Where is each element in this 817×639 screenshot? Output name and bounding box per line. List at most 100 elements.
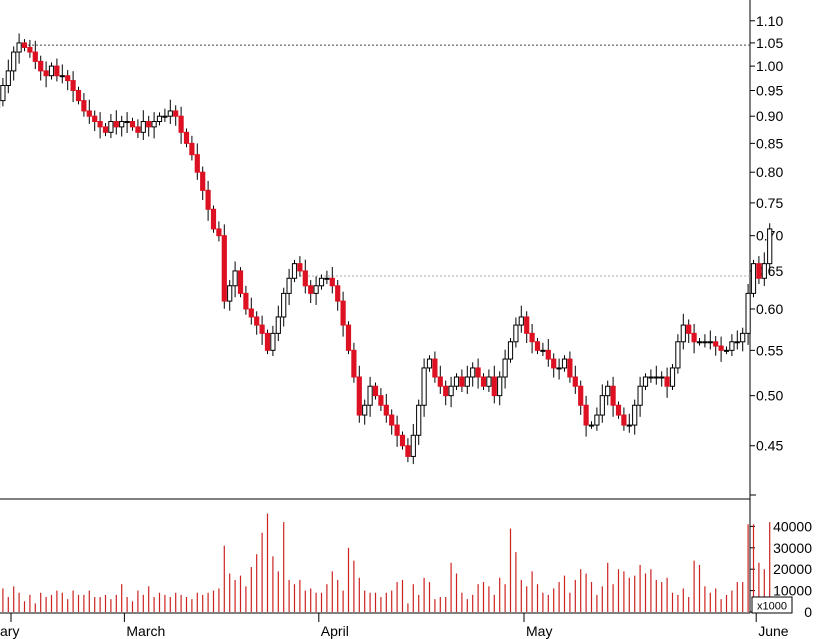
candle: [421, 358, 427, 417]
candle-body-down: [38, 60, 44, 72]
candle: [605, 380, 611, 406]
candle-body-up: [675, 341, 681, 369]
candle: [324, 270, 330, 285]
candle-body-up: [410, 434, 416, 457]
candle: [92, 110, 98, 132]
candle: [394, 415, 400, 447]
candle-body-down: [297, 263, 303, 272]
volume-tick-label: 40000: [773, 518, 812, 534]
candle-body-up: [750, 263, 757, 294]
candle-body-down: [243, 292, 249, 310]
candle: [335, 280, 341, 311]
candle-body-up: [632, 404, 638, 426]
candle: [713, 336, 719, 356]
candle-body-down: [210, 208, 217, 230]
candle-body-up: [605, 385, 611, 397]
candle-body-down: [610, 385, 616, 406]
candle-body-down: [308, 285, 314, 294]
volume-tick-label: 10000: [773, 583, 812, 599]
candle-body-down: [97, 121, 103, 128]
candle: [551, 353, 557, 378]
candle-body-down: [475, 367, 481, 378]
candle: [578, 380, 584, 415]
candle-body-up: [518, 316, 524, 326]
candle-body-up: [556, 367, 562, 370]
candle: [405, 438, 411, 463]
month-label: April: [321, 623, 349, 639]
candle: [707, 330, 713, 350]
candle-body-down: [43, 70, 49, 77]
candle: [734, 330, 740, 350]
candle: [545, 339, 551, 367]
candle: [632, 399, 638, 435]
price-tick-label: 0.55: [756, 342, 783, 358]
candle: [0, 77, 6, 107]
price-tick-label: 0.60: [756, 301, 783, 317]
candle-body-down: [389, 414, 395, 426]
candle: [372, 382, 379, 400]
candle-body-down: [135, 126, 141, 133]
month-label: May: [526, 623, 552, 639]
candle: [173, 105, 179, 126]
candle: [691, 323, 697, 354]
candle-body-up: [119, 121, 125, 128]
candle-body-up: [275, 316, 281, 334]
candle: [43, 61, 49, 88]
candle: [561, 355, 568, 372]
candle: [750, 259, 757, 298]
candle: [167, 99, 173, 124]
candle-body-down: [356, 376, 362, 416]
candle-body-down: [216, 228, 222, 237]
candle: [313, 276, 319, 305]
month-label: ary: [0, 623, 19, 639]
candle: [518, 305, 524, 333]
candle: [432, 351, 438, 383]
candle: [745, 283, 751, 345]
candle-body-up: [497, 376, 503, 397]
candle: [318, 274, 325, 290]
candle: [740, 327, 746, 352]
candle-body-up: [642, 376, 649, 387]
candle-body-down: [615, 404, 622, 416]
candle-body-down: [718, 345, 724, 351]
candle-body-down: [54, 65, 60, 77]
candle: [686, 319, 692, 343]
candle-body-up: [281, 292, 287, 318]
candle: [281, 287, 287, 327]
candle-body-down: [686, 324, 692, 334]
candle-body-up: [362, 404, 368, 416]
candle: [291, 259, 298, 283]
candle: [448, 376, 454, 408]
candle-body-up: [227, 285, 233, 302]
candle: [65, 70, 71, 91]
candle: [189, 135, 195, 161]
candle-body-up: [626, 424, 632, 427]
candle: [70, 71, 76, 103]
month-label: March: [126, 623, 165, 639]
candle: [248, 297, 254, 325]
candle-body-up: [470, 367, 476, 378]
candle-body-up: [599, 395, 605, 416]
candle-body-down: [81, 100, 87, 112]
candle: [529, 323, 535, 354]
candle-body-down: [691, 332, 697, 343]
candle: [459, 369, 465, 392]
candle: [480, 373, 487, 391]
candle: [669, 364, 676, 391]
candle: [264, 329, 271, 355]
candle: [491, 365, 497, 404]
candle: [21, 39, 28, 52]
candle-body-up: [588, 424, 595, 427]
candle-body-up: [513, 324, 519, 343]
candle: [216, 221, 222, 242]
candle-body-up: [324, 277, 330, 280]
candle-body-up: [696, 341, 703, 344]
candle-body-up: [680, 324, 686, 343]
candle: [621, 407, 627, 431]
candle-body-down: [205, 189, 211, 210]
candle: [221, 224, 227, 309]
candle-body-down: [259, 324, 265, 334]
candle: [86, 99, 92, 124]
candle-body-up: [486, 376, 492, 387]
candle-body-down: [491, 376, 497, 397]
